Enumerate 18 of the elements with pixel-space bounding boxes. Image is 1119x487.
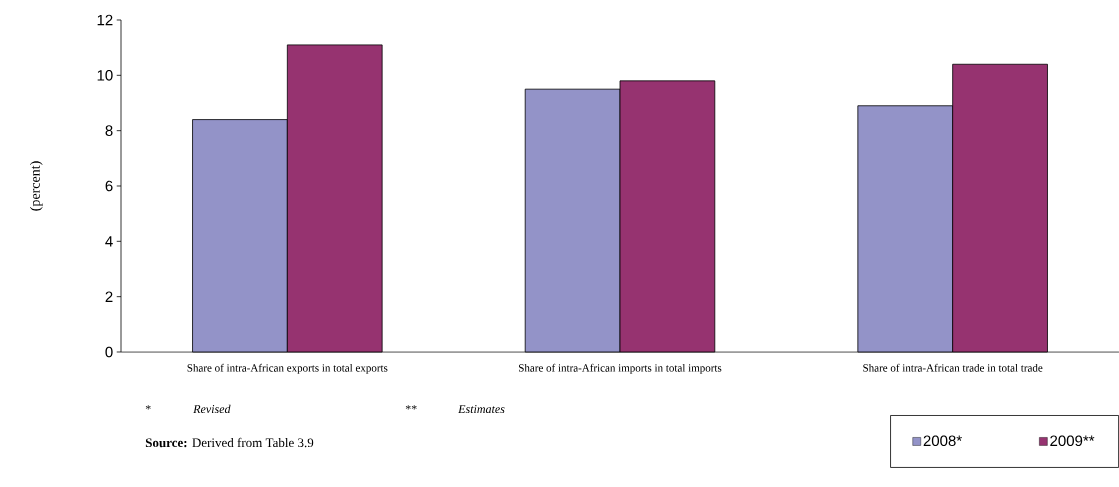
- x-tick-label: Share of intra-African exports in total exports: [187, 363, 388, 374]
- legend-label: 2008*: [923, 435, 962, 447]
- y-tick-label: 8: [105, 125, 113, 136]
- legend-label: 2009**: [1050, 435, 1095, 447]
- text: Revised: [193, 404, 231, 414]
- text: Source: Derived from Table 3.9: [145, 437, 314, 448]
- y-tick-label: 6: [105, 180, 113, 192]
- x-tick-label: Share of intra-African imports in total imports: [519, 363, 722, 374]
- text: Estimates: [458, 405, 505, 414]
- x-tick-label: Share of intra-African trade in total trade: [863, 363, 1043, 372]
- text: **: [405, 405, 417, 410]
- y-tick-label: 4: [105, 236, 113, 247]
- y-tick-label: 2: [105, 291, 113, 302]
- text: *: [145, 405, 151, 410]
- y-tick-label: 12: [97, 14, 113, 26]
- y-axis-title: (percent): [29, 161, 43, 211]
- y-tick-label: 0: [105, 346, 113, 358]
- y-tick-label: 10: [97, 70, 113, 81]
